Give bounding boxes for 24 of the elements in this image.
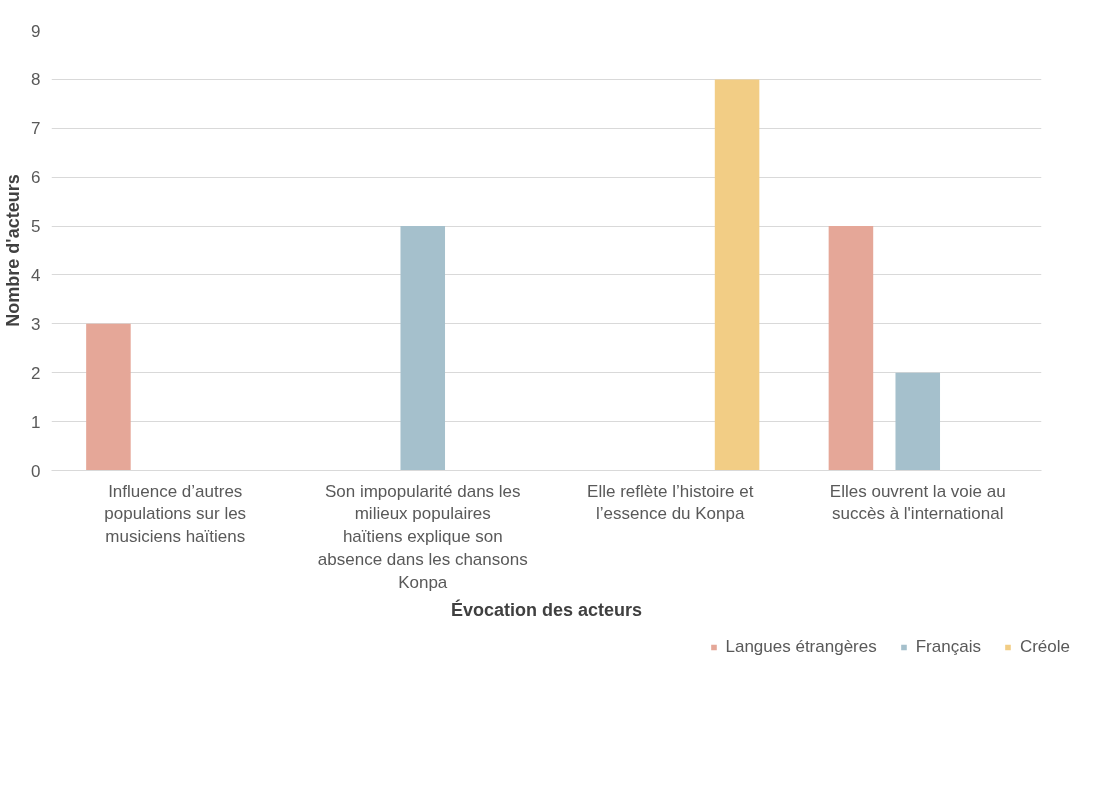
legend-label: Langues étrangères xyxy=(725,637,877,657)
bar xyxy=(895,372,941,471)
y-tick-label: 2 xyxy=(31,363,41,383)
y-tick-label: 9 xyxy=(31,21,41,41)
x-tick-label: Son impopularité dans les milieux populaires haïtiens explique son absence dans les chansons Konpa xyxy=(317,481,528,592)
x-tick-label: Influence d’autres populations sur les musiciens haïtiens xyxy=(104,481,247,547)
y-tick-label: 3 xyxy=(31,314,41,334)
y-tick-label: 8 xyxy=(31,70,41,90)
y-tick-label: 6 xyxy=(31,168,41,188)
bar xyxy=(86,323,131,471)
y-tick-label: 5 xyxy=(31,217,41,237)
y-tick-label: 1 xyxy=(31,412,41,432)
bar xyxy=(714,79,760,471)
y-tick-label: 4 xyxy=(31,265,41,285)
bar xyxy=(400,226,446,471)
x-tick-label: Elles ouvrent la voie au succès à l'international xyxy=(829,481,1006,524)
y-tick-label: 0 xyxy=(31,461,41,481)
legend-label: Créole xyxy=(1019,637,1070,657)
y-axis-title: Nombre d'acteurs xyxy=(3,174,24,327)
x-tick-label: Elle reflète l’histoire et l’essence du Konpa xyxy=(587,481,754,524)
x-axis-title: Évocation des acteurs xyxy=(450,598,643,620)
y-tick-label: 7 xyxy=(31,119,41,139)
legend-label: Français xyxy=(915,637,981,657)
bar xyxy=(828,226,874,471)
